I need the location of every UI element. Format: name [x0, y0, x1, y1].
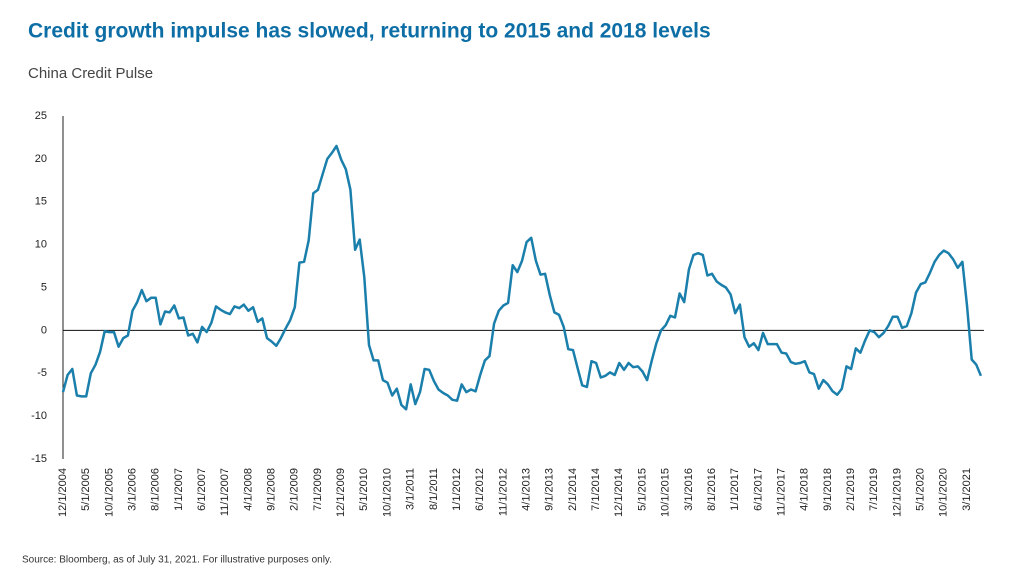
- x-tick-label: 6/1/2007: [196, 468, 208, 511]
- y-tick-label: 20: [35, 153, 47, 165]
- x-tick-label: 10/1/2005: [103, 468, 115, 517]
- x-tick-label: 10/1/2020: [938, 468, 950, 517]
- x-tick-label: 3/1/2016: [683, 468, 695, 511]
- x-tick-label: 11/1/2017: [775, 468, 787, 516]
- x-tick-label: 8/1/2006: [150, 468, 162, 511]
- y-tick-label: -10: [31, 410, 47, 422]
- y-tick-label: 0: [41, 324, 47, 336]
- source-note: Source: Bloomberg, as of July 31, 2021. …: [22, 555, 332, 566]
- x-tick-label: 10/1/2010: [381, 468, 393, 517]
- x-tick-label: 5/1/2020: [915, 468, 927, 511]
- x-tick-label: 7/1/2014: [590, 468, 602, 511]
- x-tick-label: 5/1/2005: [80, 468, 92, 511]
- x-tick-label: 9/1/2008: [266, 468, 278, 511]
- x-tick-label: 12/1/2004: [57, 468, 69, 517]
- x-tick-label: 7/1/2019: [868, 468, 880, 511]
- x-tick-label: 2/1/2019: [845, 468, 857, 511]
- data-line: [61, 144, 983, 411]
- x-tick-label: 6/1/2017: [752, 468, 764, 511]
- y-tick-label: 5: [41, 281, 47, 293]
- y-tick-label: -15: [31, 453, 47, 465]
- x-tick-label: 5/1/2010: [358, 468, 370, 511]
- y-tick-label: -5: [37, 367, 47, 379]
- x-tick-label: 1/1/2017: [729, 468, 741, 511]
- x-tick-label: 1/1/2012: [451, 468, 463, 511]
- x-tick-label: 2/1/2014: [567, 468, 579, 511]
- x-tick-label: 11/1/2007: [219, 468, 231, 516]
- x-tick-label: 12/1/2009: [335, 468, 347, 517]
- x-tick-label: 7/1/2009: [312, 468, 324, 511]
- x-tick-label: 12/1/2019: [891, 468, 903, 517]
- x-tick-label: 5/1/2015: [636, 468, 648, 511]
- x-tick-label: 1/1/2007: [173, 468, 185, 511]
- x-tick-label: 3/1/2011: [405, 468, 417, 510]
- x-tick-label: 4/1/2008: [242, 468, 254, 511]
- x-tick-label: 11/1/2012: [497, 468, 509, 516]
- y-tick-label: 15: [35, 196, 47, 208]
- chart-subtitle: China Credit Pulse: [28, 65, 153, 82]
- x-tick-label: 4/1/2013: [521, 468, 533, 511]
- x-tick-label: 6/1/2012: [474, 468, 486, 511]
- y-tick-label: 10: [35, 239, 47, 251]
- x-tick-label: 8/1/2011: [428, 468, 440, 510]
- x-tick-label: 12/1/2014: [613, 468, 625, 517]
- x-tick-label: 4/1/2018: [799, 468, 811, 511]
- y-tick-label: 25: [35, 110, 47, 122]
- x-tick-label: 3/1/2006: [126, 468, 138, 511]
- x-tick-label: 9/1/2013: [544, 468, 556, 511]
- x-tick-label: 2/1/2009: [289, 468, 301, 511]
- x-tick-label: 3/1/2021: [961, 468, 973, 511]
- chart-title: Credit growth impulse has slowed, return…: [28, 20, 711, 43]
- x-tick-label: 10/1/2015: [660, 468, 672, 517]
- x-tick-label: 8/1/2016: [706, 468, 718, 511]
- x-tick-label: 9/1/2018: [822, 468, 834, 511]
